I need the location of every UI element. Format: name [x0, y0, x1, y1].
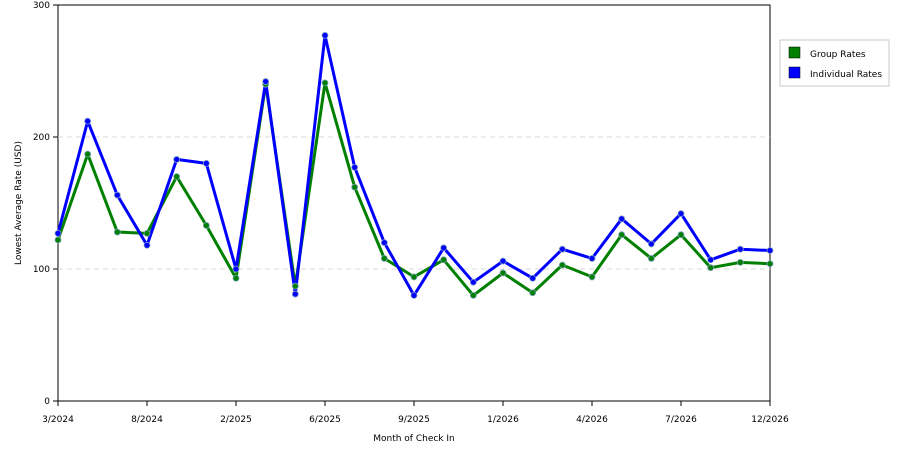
data-point-group-rates[interactable]: [499, 269, 507, 277]
x-axis-title: Month of Check In: [373, 434, 455, 444]
data-point-individual-rates[interactable]: [351, 163, 359, 171]
y-axis: 0 100 200 300: [33, 1, 58, 407]
data-point-individual-rates[interactable]: [84, 117, 92, 125]
data-point-group-rates[interactable]: [440, 256, 448, 264]
data-point-individual-rates[interactable]: [54, 229, 62, 237]
data-point-group-rates[interactable]: [113, 228, 121, 236]
y-tick-label: 200: [33, 133, 50, 143]
data-point-individual-rates[interactable]: [291, 290, 299, 298]
x-tick-label: 12/2026: [751, 415, 789, 425]
data-point-group-rates[interactable]: [647, 255, 655, 262]
data-point-group-rates[interactable]: [54, 236, 62, 244]
data-point-group-rates[interactable]: [202, 222, 210, 229]
y-tick-label: 100: [33, 265, 50, 275]
data-point-individual-rates[interactable]: [499, 257, 507, 265]
x-tick-label: 9/2025: [398, 415, 430, 425]
data-point-group-rates[interactable]: [321, 79, 329, 87]
data-point-group-rates[interactable]: [351, 183, 359, 191]
data-point-individual-rates[interactable]: [262, 78, 270, 85]
data-point-individual-rates[interactable]: [529, 274, 537, 282]
data-point-individual-rates[interactable]: [113, 191, 121, 199]
data-point-individual-rates[interactable]: [440, 244, 448, 252]
data-point-individual-rates[interactable]: [380, 239, 388, 247]
y-axis-title: Lowest Average Rate (USD): [14, 141, 24, 265]
data-point-group-rates[interactable]: [677, 231, 685, 239]
data-point-group-rates[interactable]: [558, 261, 566, 269]
data-point-group-rates[interactable]: [469, 291, 477, 299]
y-tick-label: 0: [44, 397, 50, 407]
data-point-individual-rates[interactable]: [202, 159, 210, 167]
data-point-group-rates[interactable]: [143, 229, 151, 237]
data-point-group-rates[interactable]: [291, 282, 299, 290]
data-point-individual-rates[interactable]: [647, 240, 655, 248]
data-point-group-rates[interactable]: [173, 173, 181, 181]
legend: Group Rates Individual Rates: [779, 39, 890, 87]
data-point-individual-rates[interactable]: [677, 210, 685, 217]
data-point-individual-rates[interactable]: [410, 291, 418, 299]
data-point-group-rates[interactable]: [84, 150, 92, 158]
data-point-individual-rates[interactable]: [469, 278, 477, 286]
data-point-group-rates[interactable]: [618, 231, 626, 239]
data-point-group-rates[interactable]: [766, 260, 774, 268]
legend-label-group-rates: Group Rates: [810, 50, 866, 60]
x-tick-label: 3/2024: [42, 415, 74, 425]
data-point-individual-rates[interactable]: [558, 245, 566, 253]
data-point-group-rates[interactable]: [380, 255, 388, 262]
legend-swatch-individual-rates: [788, 66, 801, 79]
data-point-group-rates[interactable]: [736, 258, 744, 266]
x-tick-label: 8/2024: [131, 415, 163, 425]
x-tick-label: 7/2026: [665, 415, 697, 425]
data-point-individual-rates[interactable]: [232, 265, 240, 273]
data-point-group-rates[interactable]: [707, 264, 715, 272]
data-point-individual-rates[interactable]: [618, 215, 626, 223]
data-point-group-rates[interactable]: [588, 273, 596, 281]
data-point-individual-rates[interactable]: [173, 156, 181, 163]
data-point-individual-rates[interactable]: [736, 245, 744, 253]
data-point-individual-rates[interactable]: [588, 255, 596, 262]
x-tick-label: 2/2025: [220, 415, 252, 425]
data-point-individual-rates[interactable]: [321, 31, 329, 39]
data-point-individual-rates[interactable]: [766, 247, 774, 254]
data-point-group-rates[interactable]: [529, 289, 537, 297]
series-layer: [54, 31, 774, 299]
legend-label-individual-rates: Individual Rates: [810, 70, 882, 80]
grid-lines: [58, 136, 770, 270]
x-tick-label: 4/2026: [576, 415, 608, 425]
x-tick-label: 6/2025: [309, 415, 341, 425]
y-tick-label: 300: [33, 1, 50, 11]
data-point-group-rates[interactable]: [410, 273, 418, 281]
data-point-individual-rates[interactable]: [143, 241, 151, 249]
legend-swatch-group-rates: [788, 46, 801, 59]
data-point-individual-rates[interactable]: [707, 256, 715, 264]
data-point-group-rates[interactable]: [232, 274, 240, 282]
x-tick-label: 1/2026: [487, 415, 519, 425]
x-axis: 3/2024 8/2024 2/2025 6/2025 9/2025 1/2026 4/20…: [42, 401, 789, 425]
plot-area: [57, 4, 771, 402]
